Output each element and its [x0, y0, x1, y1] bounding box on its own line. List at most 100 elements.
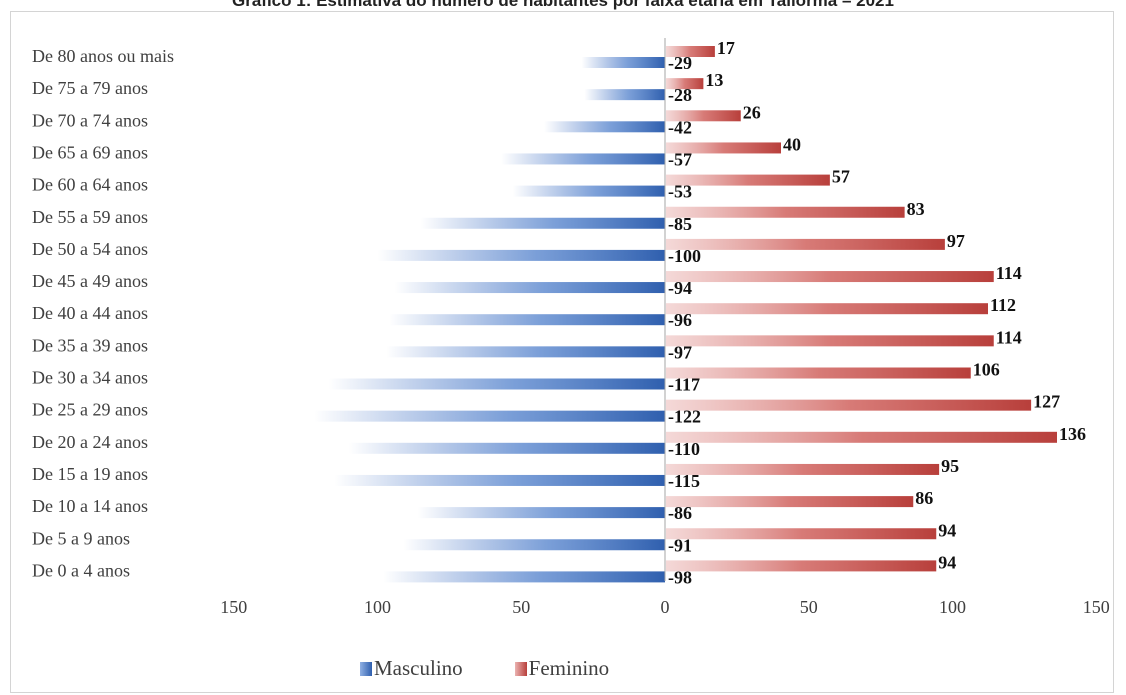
legend-swatch-female [514, 661, 527, 676]
category-label: De 5 a 9 anos [32, 528, 130, 548]
female-value-label: 57 [832, 167, 850, 187]
male-value-label: -29 [668, 53, 692, 73]
male-bar [584, 89, 665, 101]
category-label: De 45 a 49 anos [32, 271, 148, 291]
female-bar [666, 560, 937, 572]
male-bar [334, 474, 665, 486]
female-bar [666, 463, 940, 475]
male-value-label: -122 [668, 407, 701, 427]
female-bar [666, 528, 937, 540]
category-label: De 50 a 54 anos [32, 239, 148, 259]
chart-legend: Masculino Feminino [360, 656, 609, 681]
female-bar [666, 78, 704, 90]
male-bar [377, 249, 665, 261]
female-bar [666, 431, 1057, 443]
male-bar [348, 442, 665, 454]
female-value-label: 136 [1059, 424, 1086, 444]
male-value-label: -86 [668, 503, 692, 523]
male-value-label: -53 [668, 182, 692, 202]
male-value-label: -28 [668, 85, 692, 105]
category-label: De 30 a 34 anos [32, 368, 148, 388]
female-bar [666, 303, 988, 315]
female-bar [666, 271, 994, 283]
category-label: De 15 a 19 anos [32, 464, 148, 484]
female-value-label: 40 [783, 134, 801, 154]
male-value-label: -85 [668, 214, 692, 234]
legend-label-female: Feminino [528, 656, 610, 680]
female-bar [666, 142, 781, 154]
female-bar [666, 238, 945, 250]
category-label: De 0 a 4 anos [32, 560, 130, 580]
female-value-label: 95 [941, 456, 959, 476]
female-value-label: 13 [705, 70, 723, 90]
female-bar [666, 174, 830, 186]
category-label: De 80 anos ou mais [32, 46, 174, 66]
labels-group: De 80 anos ou mais -29 17 De 75 a 79 anos -2… [32, 38, 1110, 617]
male-bar [581, 57, 665, 68]
female-value-label: 17 [717, 38, 735, 58]
x-tick-label: 50 [512, 597, 530, 617]
female-value-label: 94 [938, 520, 956, 540]
category-label: De 55 a 59 anos [32, 207, 148, 227]
male-value-label: -115 [668, 471, 700, 491]
female-bar [666, 367, 971, 379]
female-bar [666, 496, 914, 508]
x-tick-label: 50 [800, 597, 818, 617]
female-bar [666, 399, 1032, 411]
female-value-label: 112 [990, 295, 1016, 315]
chart-title: Gráfico 1: Estimativa do número de habit… [232, 0, 894, 10]
female-bar [666, 335, 994, 347]
male-bar [512, 185, 665, 197]
female-bar [666, 206, 905, 218]
x-tick-label: 150 [1083, 597, 1110, 617]
male-bar [394, 282, 665, 294]
male-value-label: -96 [668, 310, 692, 330]
chart-frame [10, 11, 1114, 693]
male-value-label: -91 [668, 535, 692, 555]
male-bar [501, 153, 665, 165]
male-value-label: -117 [668, 375, 700, 395]
female-value-label: 26 [743, 102, 761, 122]
male-bar [383, 571, 665, 583]
x-tick-label: 100 [939, 597, 966, 617]
category-label: De 75 a 79 anos [32, 78, 148, 98]
female-value-label: 83 [907, 199, 925, 219]
male-value-label: -110 [668, 439, 700, 459]
male-value-label: -57 [668, 149, 692, 169]
female-bar [666, 110, 741, 122]
female-value-label: 97 [947, 231, 965, 251]
female-value-label: 114 [996, 327, 1022, 347]
category-label: De 65 a 69 anos [32, 142, 148, 162]
female-value-label: 106 [973, 360, 1000, 380]
category-label: De 20 a 24 anos [32, 432, 148, 452]
male-value-label: -42 [668, 117, 692, 137]
category-label: De 25 a 29 anos [32, 400, 148, 420]
male-value-label: -98 [668, 567, 692, 587]
x-tick-label: 0 [661, 597, 670, 617]
male-bar [403, 539, 665, 551]
female-value-label: 114 [996, 263, 1022, 283]
category-label: De 35 a 39 anos [32, 335, 148, 355]
category-label: De 70 a 74 anos [32, 110, 148, 130]
x-tick-label: 100 [364, 597, 391, 617]
female-bar [666, 46, 715, 57]
female-value-label: 86 [915, 488, 933, 508]
legend-item-male: Masculino [360, 656, 463, 681]
category-label: De 60 a 64 anos [32, 175, 148, 195]
legend-label-male: Masculino [374, 656, 463, 680]
male-bar [544, 121, 665, 133]
legend-swatch-male [360, 661, 372, 676]
legend-item-female: Feminino [514, 656, 610, 681]
male-bar [328, 378, 665, 390]
female-value-label: 127 [1033, 392, 1060, 412]
male-value-label: -94 [668, 278, 692, 298]
male-value-label: -100 [668, 246, 701, 266]
bars-group [314, 46, 1057, 583]
male-value-label: -97 [668, 342, 692, 362]
category-label: De 40 a 44 anos [32, 303, 148, 323]
x-tick-label: 150 [220, 597, 247, 617]
male-bar [389, 314, 665, 326]
male-bar [417, 507, 665, 519]
category-label: De 10 a 14 anos [32, 496, 148, 516]
